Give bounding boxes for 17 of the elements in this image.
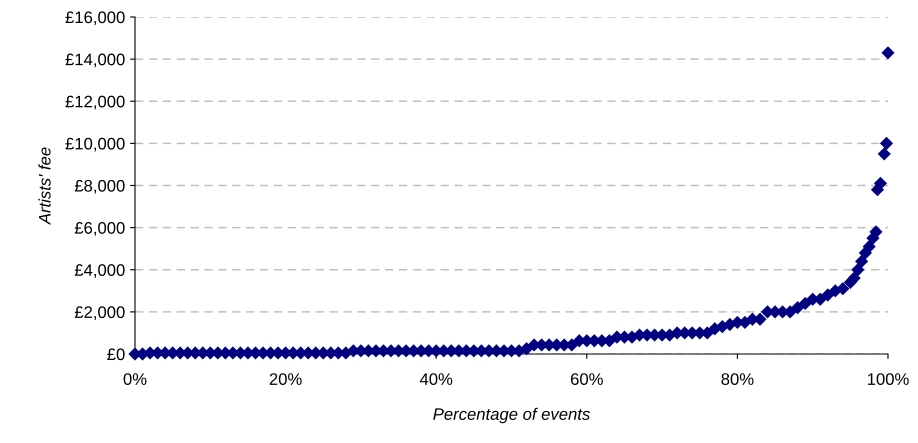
x-tick-label: 60% bbox=[570, 373, 603, 385]
y-tick-label: £8,000 bbox=[74, 180, 125, 194]
y-tick-label: £16,000 bbox=[66, 11, 125, 26]
y-tick-label: £4,000 bbox=[74, 264, 125, 278]
x-axis-title: Percentage of events bbox=[433, 408, 590, 424]
x-tick-label: 80% bbox=[721, 373, 754, 385]
x-tick-label: 20% bbox=[270, 373, 302, 385]
x-tick-label: 100% bbox=[868, 373, 909, 385]
x-tick-label: 0% bbox=[124, 373, 146, 385]
y-axis-title: Artists' fee bbox=[38, 147, 51, 225]
y-tick-label: £10,000 bbox=[66, 138, 125, 152]
x-tick-label: 40% bbox=[420, 373, 452, 385]
y-tick-label: £6,000 bbox=[74, 222, 125, 236]
y-tick-label: £2,000 bbox=[74, 306, 125, 320]
y-tick-label: £0 bbox=[107, 348, 125, 360]
y-tick-label: £14,000 bbox=[66, 54, 125, 68]
y-tick-label: £12,000 bbox=[66, 96, 125, 110]
